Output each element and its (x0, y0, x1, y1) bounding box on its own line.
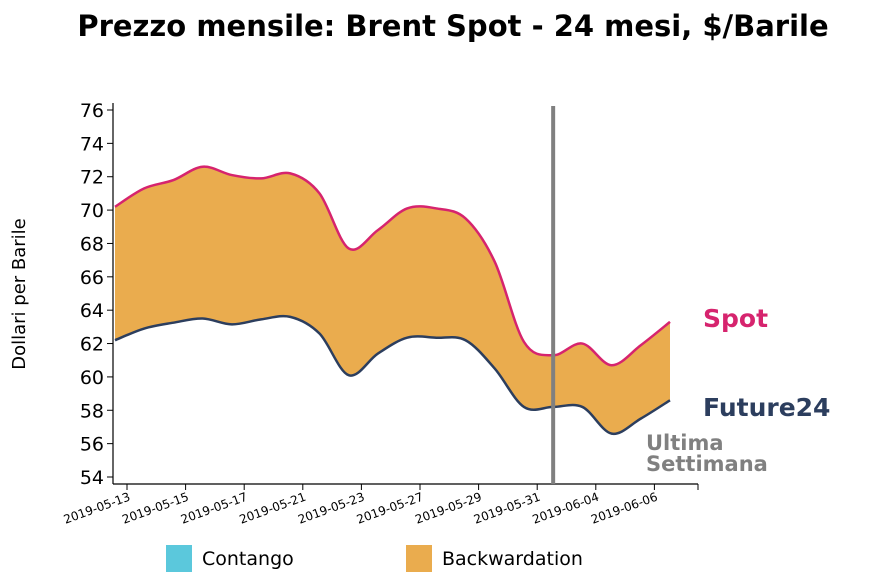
x-tick-label: 2019-05-29 (413, 490, 483, 527)
y-tick-label: 62 (80, 334, 104, 356)
y-tick-label: 60 (80, 367, 104, 389)
y-tick-label: 76 (80, 100, 104, 122)
y-tick-label: 54 (80, 467, 104, 489)
y-tick-label: 56 (80, 434, 104, 456)
x-tick-label: 2019-05-31 (472, 490, 542, 527)
y-tick-label: 72 (80, 167, 104, 189)
x-tick-label: 2019-05-23 (296, 490, 366, 527)
y-tick-label: 70 (80, 200, 104, 222)
y-tick-label: 58 (80, 400, 104, 422)
legend: Contango Backwardation (166, 545, 583, 572)
x-tick-label: 2019-05-17 (179, 490, 249, 527)
y-tick-label: 68 (80, 233, 104, 255)
legend-swatch-contango (166, 545, 192, 572)
y-tick-label: 66 (80, 267, 104, 289)
x-tick-label: 2019-05-15 (120, 490, 190, 527)
y-tick-label: 64 (80, 300, 104, 322)
x-tick-label: 2019-05-13 (62, 490, 132, 527)
plot-area: 5456586062646668707274762019-05-132019-0… (62, 100, 699, 527)
y-axis-label: Dollari per Barile (9, 218, 30, 370)
legend-label-backwardation: Backwardation (442, 548, 583, 570)
legend-label-contango: Contango (202, 548, 294, 570)
x-tick-label: 2019-06-04 (530, 490, 600, 527)
backwardation-area (115, 166, 670, 434)
spot-line (114, 165, 671, 367)
legend-swatch-backwardation (406, 545, 432, 572)
last-week-annotation-line1: Ultima (646, 431, 724, 455)
chart-title: Prezzo mensile: Brent Spot - 24 mesi, $/… (77, 9, 828, 43)
future24-line (114, 314, 671, 436)
x-tick-label: 2019-05-27 (355, 490, 425, 527)
x-tick-label: 2019-05-21 (237, 490, 307, 527)
spot-series-label: Spot (703, 304, 768, 333)
y-tick-label: 74 (80, 133, 104, 155)
x-tick-label: 2019-06-06 (589, 490, 659, 527)
future-series-label: Future24 (703, 393, 830, 422)
last-week-annotation-line2: Settimana (646, 452, 768, 476)
